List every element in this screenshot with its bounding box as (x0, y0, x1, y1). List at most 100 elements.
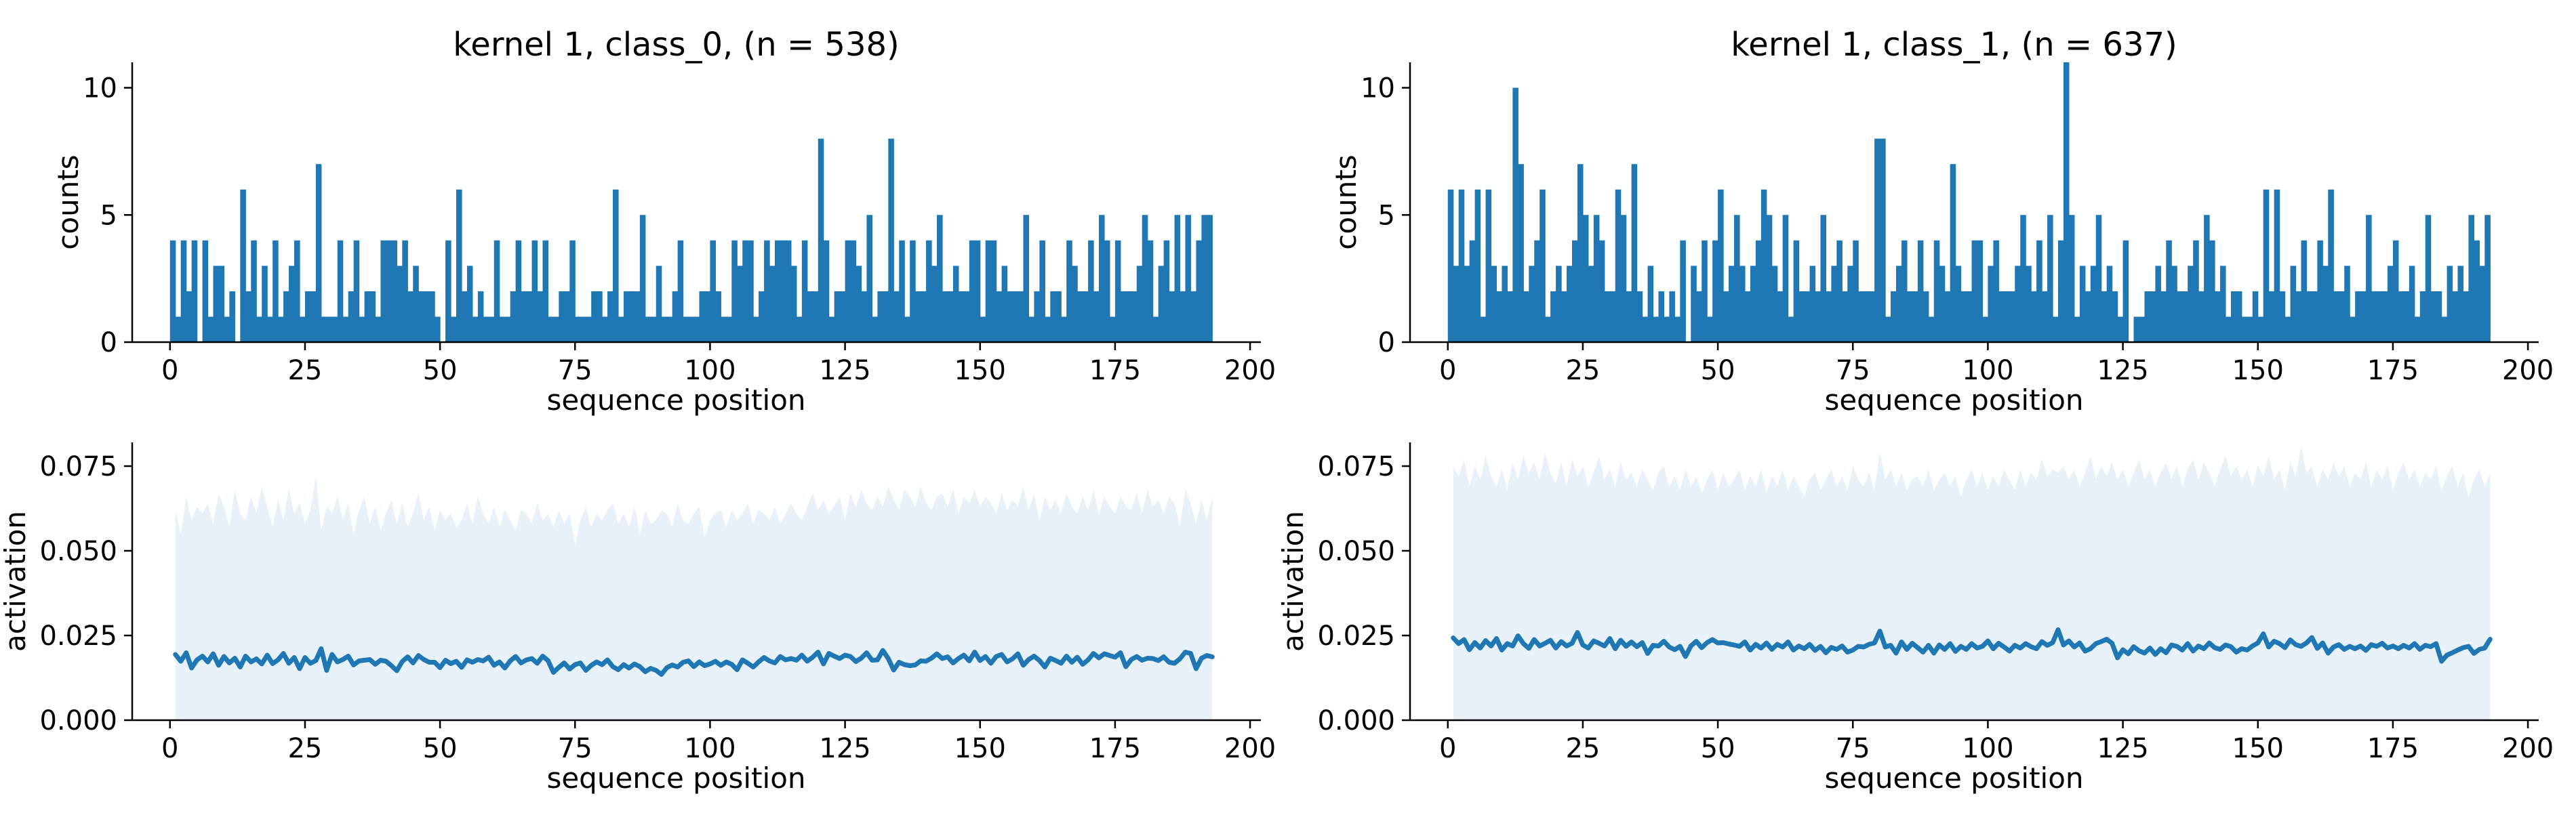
bar (586, 316, 592, 342)
bar (623, 291, 630, 342)
bar (731, 240, 738, 342)
bar (634, 291, 641, 342)
bar (1582, 215, 1589, 342)
activation-band (175, 476, 1213, 720)
bar (1567, 266, 1573, 342)
bar (207, 316, 214, 342)
bar (856, 266, 862, 342)
bar (1739, 266, 1746, 342)
bar (877, 291, 883, 342)
bar (386, 240, 392, 342)
bar (461, 291, 468, 342)
bar (1507, 291, 1513, 342)
bar (645, 316, 651, 342)
y-tick-label: 10 (83, 73, 117, 104)
bar (1664, 316, 1670, 342)
bar (812, 291, 819, 342)
bar (850, 240, 857, 342)
bar (218, 266, 225, 342)
bar (893, 291, 900, 342)
bar (2020, 215, 2026, 342)
bar (1982, 316, 1989, 342)
bar (764, 240, 770, 342)
y-tick-label: 0.000 (1317, 705, 1395, 736)
bar (1039, 240, 1045, 342)
y-tick-label: 10 (1361, 73, 1395, 104)
bar (575, 316, 581, 342)
bar (2447, 266, 2453, 342)
bar (1093, 291, 1100, 342)
x-axis-label: sequence position (546, 383, 805, 417)
bar (2122, 240, 2129, 342)
bar (937, 215, 943, 342)
bar (1950, 164, 1956, 342)
bar (1518, 164, 1524, 342)
bar (2419, 291, 2426, 342)
bar (2193, 240, 2199, 342)
bar (2241, 316, 2248, 342)
bar (1642, 316, 1649, 342)
bar (2425, 215, 2432, 342)
x-tick-label: 50 (1701, 733, 1735, 764)
bar (2312, 291, 2318, 342)
bar (1647, 266, 1654, 342)
bar (1680, 240, 1686, 342)
bar (823, 240, 830, 342)
y-axis-label: counts (52, 154, 85, 249)
bar (1561, 291, 1567, 342)
bar (278, 316, 284, 342)
bar (2204, 215, 2210, 342)
activation-line (1451, 627, 2493, 664)
bar (1928, 316, 1935, 342)
bar (801, 240, 808, 342)
bar (591, 291, 597, 342)
x-tick-label: 175 (2367, 733, 2419, 764)
x-tick-label: 0 (161, 733, 178, 764)
bar (1718, 189, 1724, 342)
bar (769, 266, 776, 342)
bar (1485, 189, 1492, 342)
bar (780, 240, 786, 342)
bar (2392, 240, 2399, 342)
bar (472, 316, 479, 342)
bar (2403, 291, 2410, 342)
bar (2155, 266, 2161, 342)
bar (2133, 316, 2140, 342)
x-tick-label: 200 (1224, 733, 1276, 764)
bar (969, 240, 975, 342)
bar (2360, 291, 2367, 342)
bar (888, 138, 894, 343)
bar (2068, 215, 2075, 342)
bar (2236, 291, 2242, 342)
bar (2063, 62, 2070, 342)
bar (2344, 266, 2350, 342)
bar (1125, 291, 1132, 342)
bar (2166, 240, 2172, 342)
x-tick-label: 100 (1962, 733, 2013, 764)
bar (2430, 291, 2437, 342)
bar (169, 240, 176, 342)
bar (1458, 189, 1465, 342)
bar (289, 266, 295, 342)
bar (1512, 87, 1518, 342)
bar (1712, 240, 1718, 342)
bar (542, 240, 549, 342)
bar (256, 316, 262, 342)
chart-panel-4: 0 25 50 75 100 125 150 175 200 0.000 0.025 0.050 0.0… (1276, 442, 2554, 795)
bar (704, 291, 711, 342)
bar (564, 291, 570, 342)
x-tick-label: 200 (2502, 733, 2554, 764)
bar (1853, 240, 1859, 342)
bar (1163, 240, 1170, 342)
bar (2285, 316, 2291, 342)
bar (1760, 189, 1767, 342)
x-tick-label: 200 (1224, 355, 1276, 386)
bar (2085, 291, 2091, 342)
bar (899, 240, 905, 342)
bar (2215, 291, 2221, 342)
bar (1874, 138, 1880, 343)
bar (693, 316, 700, 342)
bar (1847, 266, 1853, 342)
bar (818, 138, 824, 343)
y-tick-label: 0.075 (39, 451, 117, 482)
